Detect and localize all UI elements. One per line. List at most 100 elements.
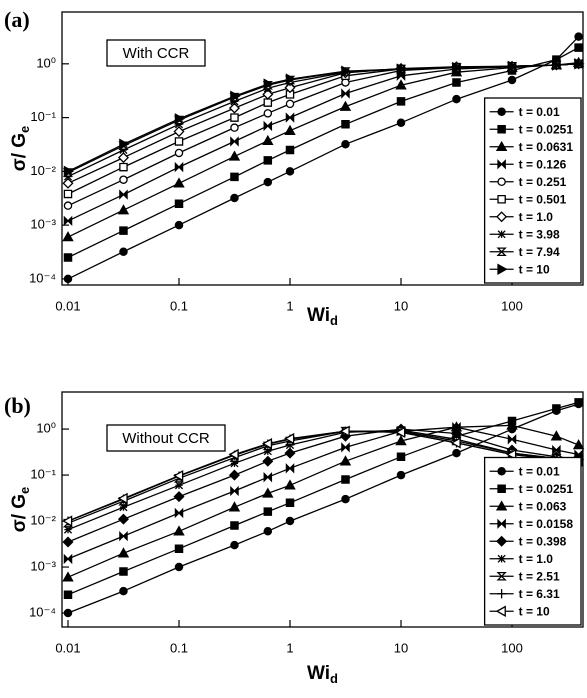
marker	[263, 527, 273, 536]
marker	[174, 507, 184, 519]
series-line	[67, 428, 579, 543]
marker	[506, 448, 517, 461]
legend-marker	[496, 211, 508, 223]
marker	[574, 398, 583, 407]
marker	[284, 447, 296, 459]
marker	[263, 507, 273, 516]
marker	[341, 65, 352, 77]
legend-marker	[497, 589, 507, 599]
marker	[507, 434, 517, 445]
x-axis-label: Wid	[307, 663, 338, 686]
legend-marker	[497, 554, 506, 563]
series-line	[67, 403, 579, 614]
legend-marker	[495, 140, 508, 151]
marker	[228, 501, 241, 512]
marker	[396, 63, 407, 75]
x-tick-label: 10	[394, 640, 408, 655]
marker	[117, 547, 130, 558]
marker	[395, 426, 406, 439]
marker	[263, 472, 273, 483]
legend-label: t = 0.398	[519, 534, 567, 548]
marker	[574, 58, 585, 70]
marker	[174, 220, 184, 230]
marker	[285, 498, 295, 508]
plot-frame	[61, 11, 584, 286]
legend-label: t = 0.0631	[519, 140, 574, 154]
y-tick-label: 10⁻⁴	[29, 604, 56, 619]
marker	[285, 73, 296, 85]
marker	[263, 98, 273, 107]
series-line	[67, 62, 579, 238]
marker	[173, 469, 184, 482]
marker	[174, 120, 184, 129]
marker	[396, 118, 406, 128]
marker	[262, 455, 274, 467]
marker	[119, 226, 128, 235]
marker	[284, 479, 296, 490]
marker	[452, 448, 461, 458]
marker	[174, 161, 184, 173]
y-tick-label: 10⁻¹	[30, 109, 56, 124]
marker	[119, 503, 128, 512]
x-tick-label: 0.01	[55, 298, 80, 313]
series-line	[67, 424, 579, 578]
legend-label: t = 0.01	[519, 464, 560, 478]
marker	[173, 525, 185, 536]
marker	[117, 152, 129, 164]
marker	[263, 447, 272, 456]
marker	[507, 60, 518, 72]
marker	[285, 167, 295, 176]
y-tick-label: 10⁻⁴	[29, 270, 56, 285]
marker	[452, 78, 461, 87]
marker	[228, 448, 239, 461]
legend-label: t = 6.31	[519, 587, 560, 601]
legend-marker	[495, 605, 506, 617]
marker	[339, 100, 352, 111]
marker	[173, 491, 185, 503]
marker	[230, 459, 239, 468]
series-line	[67, 426, 579, 560]
legend-marker	[497, 195, 506, 204]
x-tick-label: 10	[394, 298, 408, 313]
marker	[230, 136, 239, 147]
marker	[341, 475, 350, 484]
marker	[552, 404, 561, 413]
annotation: With CCR	[123, 45, 190, 62]
legend-marker	[496, 535, 508, 547]
x-tick-label: 1	[286, 640, 293, 655]
annotation: Without CCR	[122, 430, 210, 447]
x-axis-label-sub: d	[330, 313, 338, 328]
marker	[263, 78, 274, 90]
x-tick-label: 0.1	[170, 298, 188, 313]
marker	[341, 120, 350, 129]
legend-label: t = 0.063	[519, 499, 567, 513]
legend-label: t = 7.94	[519, 245, 560, 259]
marker	[119, 586, 128, 596]
y-tick-label: 10⁰	[36, 421, 56, 436]
marker	[261, 438, 273, 450]
x-axis-label: Wid	[307, 305, 338, 328]
legend-marker	[497, 484, 506, 493]
marker	[230, 90, 241, 102]
marker	[552, 59, 563, 71]
annotation-box	[106, 424, 226, 452]
marker	[341, 442, 350, 453]
marker	[452, 61, 463, 74]
x-axis-label-base: Wi	[307, 305, 330, 326]
marker	[285, 112, 295, 123]
marker	[63, 215, 73, 227]
legend-marker	[497, 107, 506, 117]
marker	[174, 562, 184, 572]
marker	[228, 469, 240, 481]
marker	[552, 444, 561, 456]
legend-marker	[496, 572, 507, 581]
legend-marker	[497, 518, 506, 529]
marker	[341, 139, 350, 149]
marker	[550, 430, 563, 441]
legend-marker	[497, 177, 506, 186]
y-axis-label-sub: e	[17, 126, 32, 133]
legend-label: t = 2.51	[519, 569, 560, 583]
legend-label: t = 1.0	[519, 552, 554, 566]
marker	[395, 79, 407, 90]
marker	[117, 492, 128, 505]
